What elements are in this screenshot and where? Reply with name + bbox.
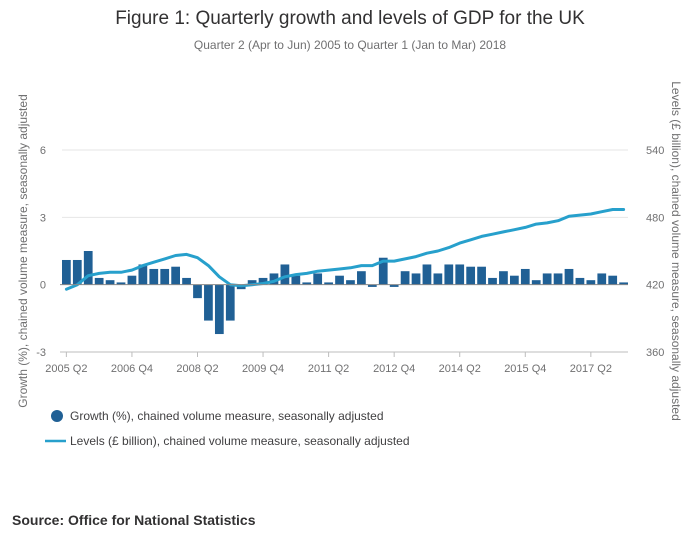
growth-bar [258, 277, 268, 285]
legend-levels-label: Levels (£ billion), chained volume measu… [70, 434, 410, 448]
left-axis-title: Growth (%), chained volume measure, seas… [16, 94, 30, 408]
growth-bar [553, 273, 563, 285]
growth-bar [83, 251, 93, 285]
growth-bar [400, 271, 410, 285]
x-tick-label: 2017 Q2 [570, 363, 612, 375]
chart-source: Source: Office for National Statistics [12, 512, 256, 528]
x-tick-label: 2011 Q2 [308, 363, 349, 375]
growth-bar [597, 273, 607, 285]
left-tick-label: 0 [40, 280, 46, 292]
chart-subtitle: Quarter 2 (Apr to Jun) 2005 to Quarter 1… [193, 38, 507, 52]
growth-bar [455, 264, 465, 285]
growth-bar [171, 266, 181, 285]
growth-bar [586, 280, 596, 285]
growth-bar [564, 268, 574, 285]
growth-bar [367, 284, 377, 287]
growth-bars [62, 251, 628, 335]
growth-bar [62, 259, 71, 285]
growth-bar [214, 284, 224, 335]
x-tick-label: 2015 Q4 [504, 363, 546, 375]
levels-line [64, 208, 626, 291]
growth-bar [422, 264, 432, 285]
growth-bar [499, 271, 508, 285]
chart-title: Figure 1: Quarterly growth and levels of… [115, 8, 585, 29]
growth-bar [269, 273, 279, 285]
growth-bar [280, 264, 290, 285]
left-tick-label: 3 [40, 212, 46, 224]
growth-bar [378, 257, 388, 285]
right-tick-label: 480 [646, 212, 664, 224]
growth-bar [302, 282, 312, 285]
growth-bar [149, 268, 159, 285]
right-tick-label: 540 [646, 145, 664, 157]
right-axis-title: Levels (£ billion), chained volume measu… [669, 81, 683, 421]
growth-bar [542, 273, 552, 285]
growth-bar [477, 266, 486, 285]
growth-bar [389, 284, 399, 287]
growth-bar [357, 271, 366, 285]
growth-bar [127, 275, 137, 285]
legend: Growth (%), chained volume measure, seas… [45, 409, 410, 448]
growth-bar [94, 277, 104, 285]
growth-bar [225, 284, 235, 321]
growth-bar [520, 268, 530, 285]
growth-bar [335, 275, 344, 285]
growth-bar [444, 264, 454, 285]
growth-bar [138, 264, 148, 285]
growth-bar [193, 284, 202, 299]
legend-growth-label: Growth (%), chained volume measure, seas… [70, 409, 384, 423]
growth-bar [488, 277, 497, 285]
growth-bar [324, 282, 333, 285]
growth-bar [182, 277, 191, 285]
x-tick-label: 2008 Q2 [176, 363, 218, 375]
growth-bar [313, 273, 323, 285]
x-tick-label: 2014 Q2 [439, 363, 481, 375]
left-tick-label: -3 [36, 347, 46, 359]
right-tick-label: 420 [646, 280, 664, 292]
growth-bar [72, 259, 82, 285]
left-tick-label: 6 [40, 145, 46, 157]
growth-bar [105, 280, 115, 285]
growth-bar [291, 275, 301, 285]
x-tick-label: 2012 Q4 [373, 363, 415, 375]
x-tick-label: 2009 Q4 [242, 363, 284, 375]
growth-bar [160, 268, 170, 285]
growth-bar [509, 275, 519, 285]
growth-bar [608, 275, 618, 285]
legend-growth-marker [51, 410, 63, 422]
axes: -3 360 0 420 3 480 6 540 2005 Q2 2006 Q4 2008 Q2 20… [36, 145, 664, 375]
right-tick-label: 360 [646, 347, 664, 359]
growth-bar [116, 282, 126, 285]
x-tick-label: 2005 Q2 [45, 363, 87, 375]
growth-bar [433, 273, 443, 285]
growth-bar [204, 284, 213, 321]
growth-bar [531, 280, 541, 285]
growth-bar [619, 282, 628, 285]
growth-bar [247, 280, 257, 285]
growth-bar [346, 280, 355, 285]
x-tick-label: 2006 Q4 [111, 363, 153, 375]
growth-bar [411, 273, 421, 285]
grid-lines [62, 149, 628, 353]
growth-bar [575, 277, 585, 285]
growth-bar [466, 266, 476, 285]
levels-line-layer [64, 208, 626, 291]
